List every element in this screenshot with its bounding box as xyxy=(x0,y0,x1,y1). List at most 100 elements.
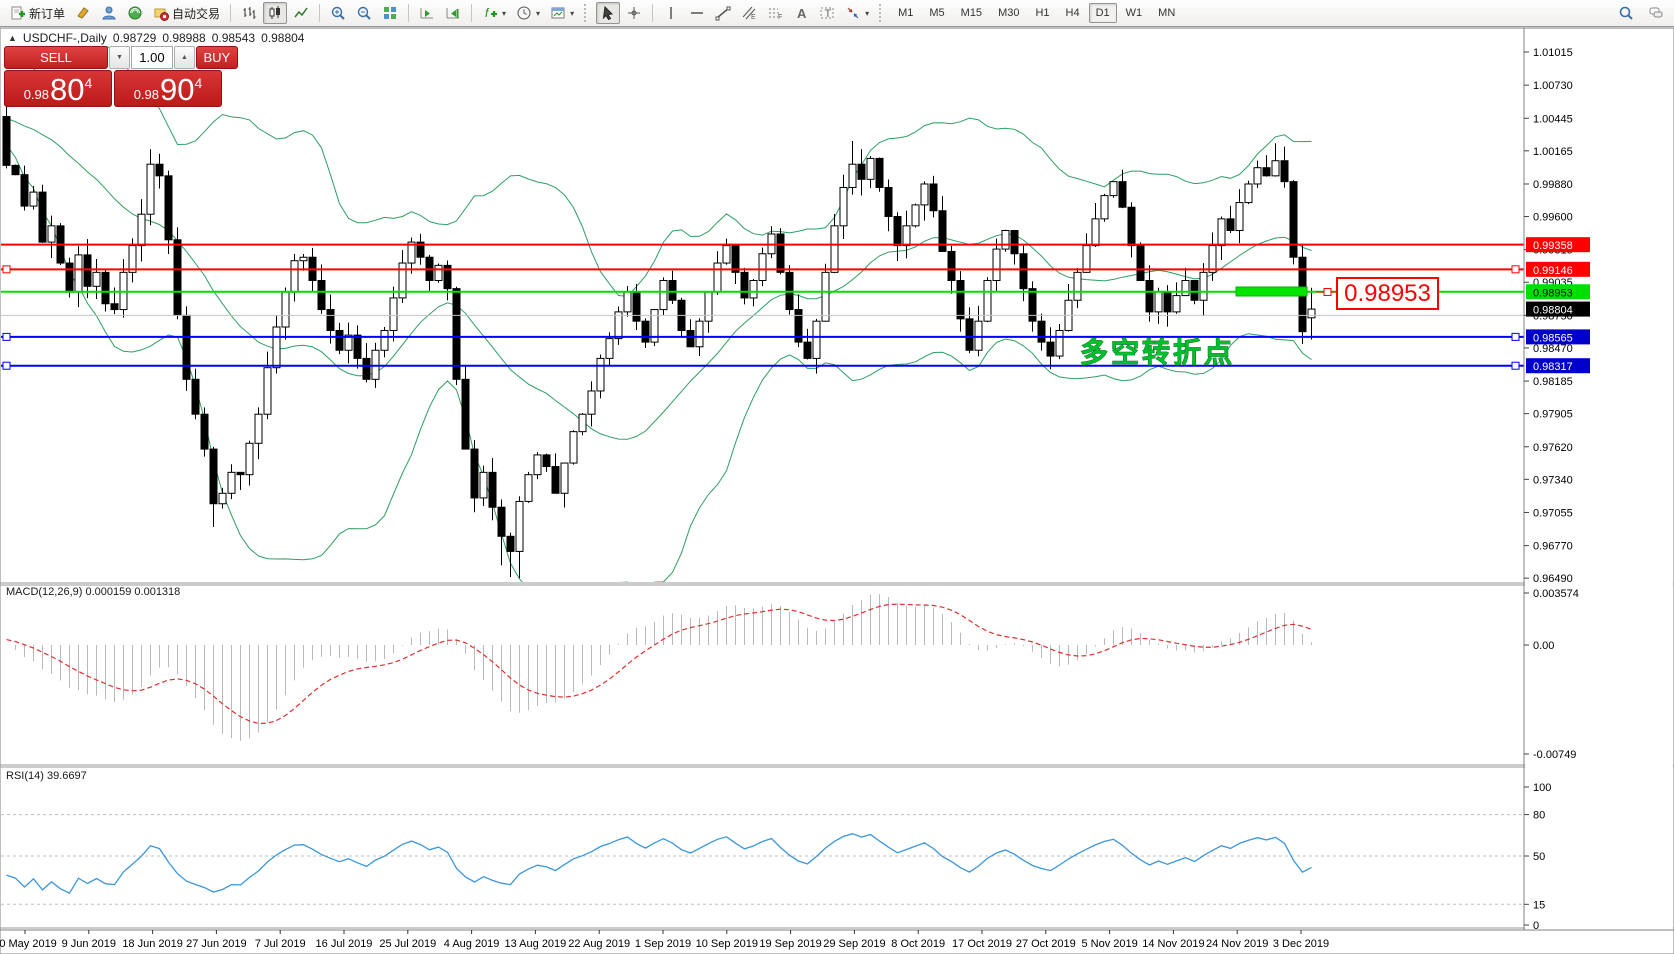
fibonacci-button[interactable]: F xyxy=(763,2,787,24)
timeframe-mn-button[interactable]: MN xyxy=(1151,3,1182,23)
linechart-icon xyxy=(294,7,308,18)
bull-candle xyxy=(983,279,992,322)
crosshair-button[interactable] xyxy=(622,2,646,24)
vline-icon xyxy=(670,7,672,19)
hline-icon xyxy=(691,12,704,14)
timeframe-m30-button[interactable]: M30 xyxy=(991,3,1026,23)
ohlc-close: 0.98804 xyxy=(261,31,305,45)
text-label-button[interactable]: T xyxy=(815,2,839,24)
bear-candle xyxy=(965,318,974,351)
profiles-button[interactable] xyxy=(97,2,121,24)
timeframe-m15-button[interactable]: M15 xyxy=(954,3,989,23)
zoom-in-button[interactable] xyxy=(326,2,350,24)
bull-candle xyxy=(1055,329,1064,357)
price-tick-label: 0.97905 xyxy=(1533,409,1573,421)
bear-candle xyxy=(794,309,803,343)
bars-icon xyxy=(243,7,256,19)
timeframe-m5-button[interactable]: M5 xyxy=(922,3,951,23)
sell-price-display[interactable]: 0.98 80 4 xyxy=(4,70,112,107)
date-tick-label: 17 Oct 2019 xyxy=(952,938,1012,950)
bar-chart-button[interactable] xyxy=(237,2,261,24)
timeframe-h1-button[interactable]: H1 xyxy=(1028,3,1056,23)
auto-scroll-button[interactable] xyxy=(415,2,439,24)
support-line-2-handle[interactable] xyxy=(1511,361,1520,370)
periods-button[interactable]: ▾ xyxy=(512,2,544,24)
sell-price-big: 80 xyxy=(50,72,85,108)
sell-button[interactable]: SELL xyxy=(4,46,108,69)
candlestick-chart-button[interactable] xyxy=(263,2,288,24)
vertical-line-button[interactable] xyxy=(659,2,683,24)
horizontal-line-button[interactable] xyxy=(685,2,709,24)
indicators-icon: f xyxy=(485,6,498,20)
timeframe-h4-button[interactable]: H4 xyxy=(1059,3,1087,23)
chart-shift-button[interactable] xyxy=(441,2,465,24)
toolbar-separator xyxy=(471,4,473,22)
bull-candle xyxy=(596,357,605,392)
support-line-1-handle[interactable] xyxy=(1511,332,1520,341)
bear-candle xyxy=(776,233,785,273)
support-line-1-handle[interactable] xyxy=(2,332,11,341)
trendline-button[interactable] xyxy=(711,2,735,24)
volume-increase-button[interactable]: ▲ xyxy=(173,46,195,69)
highlight-rectangle[interactable] xyxy=(1235,286,1308,297)
buy-price-display[interactable]: 0.98 90 4 xyxy=(114,70,222,107)
template-icon xyxy=(551,7,565,19)
timeframe-d1-button[interactable]: D1 xyxy=(1088,3,1117,23)
support-line-2-handle[interactable] xyxy=(2,361,11,370)
text-button[interactable]: A xyxy=(789,2,813,24)
bull-candle xyxy=(992,248,1001,281)
zoom-out-button[interactable] xyxy=(352,2,376,24)
bear-candle xyxy=(452,288,461,380)
current-price-badge xyxy=(1526,301,1590,317)
bull-candle xyxy=(1100,195,1109,220)
bull-candle xyxy=(380,329,389,351)
timeframe-w1-button[interactable]: W1 xyxy=(1119,3,1150,23)
price-scale[interactable] xyxy=(1525,29,1673,930)
price-tick-label: 1.00165 xyxy=(1533,146,1573,158)
search-button[interactable] xyxy=(1614,2,1638,24)
price-scale-ticks: 1.01015 1.00730 1.00445 1.00165 0.99880 0.996… xyxy=(1524,47,1573,585)
autotrade-button[interactable]: 自动交易 xyxy=(149,2,224,24)
ohlc-high: 0.98988 xyxy=(162,31,206,45)
callout-anchor-handle[interactable] xyxy=(1323,288,1332,296)
bull-candle xyxy=(245,442,254,476)
equidistant-channel-button[interactable]: E xyxy=(737,2,761,24)
bear-candle xyxy=(1145,279,1154,313)
buy-button[interactable]: BUY xyxy=(195,46,238,69)
resistance-line-2-handle[interactable] xyxy=(2,265,11,274)
tile-windows-button[interactable] xyxy=(378,2,402,24)
turning-point-annotation[interactable]: 多空转折点 xyxy=(1080,336,1235,369)
new-order-button[interactable]: 新订单 xyxy=(6,2,69,24)
bull-candle xyxy=(848,163,857,188)
svg-text:f: f xyxy=(485,6,490,20)
price-tick-label: 0.97340 xyxy=(1533,474,1573,486)
volume-decrease-button[interactable]: ▼ xyxy=(109,46,130,69)
templates-button[interactable]: ▾ xyxy=(546,2,578,24)
bear-candle xyxy=(1136,245,1145,281)
resistance-line-2-handle[interactable] xyxy=(1511,265,1520,274)
collapse-indicator-list-icon[interactable]: ▲ xyxy=(8,33,17,43)
bull-candle xyxy=(479,471,488,499)
bull-candle xyxy=(74,254,83,293)
timeframe-m1-button[interactable]: M1 xyxy=(891,3,920,23)
bull-candle xyxy=(146,163,155,215)
toolbar-right-group xyxy=(1614,2,1668,24)
arrows-button[interactable]: ▾ xyxy=(841,2,873,24)
textA-icon: A xyxy=(797,6,807,21)
price-callout[interactable]: 0.98953 xyxy=(1316,277,1439,310)
chat-icon xyxy=(1649,7,1663,18)
signals-button[interactable] xyxy=(123,2,147,24)
price-tick-label: 0.98185 xyxy=(1533,376,1573,388)
indicators-button[interactable]: f ▾ xyxy=(478,2,510,24)
line-chart-button[interactable] xyxy=(289,2,313,24)
volume-input[interactable] xyxy=(130,46,173,69)
cursor-button[interactable] xyxy=(596,2,621,24)
pivot-line-green-badge-text: 0.98953 xyxy=(1533,287,1573,299)
bull-candle xyxy=(713,262,722,293)
autoscroll-icon xyxy=(420,8,434,19)
bear-candle xyxy=(938,210,947,252)
chat-button[interactable] xyxy=(1644,2,1668,24)
styler-button[interactable] xyxy=(71,2,95,24)
